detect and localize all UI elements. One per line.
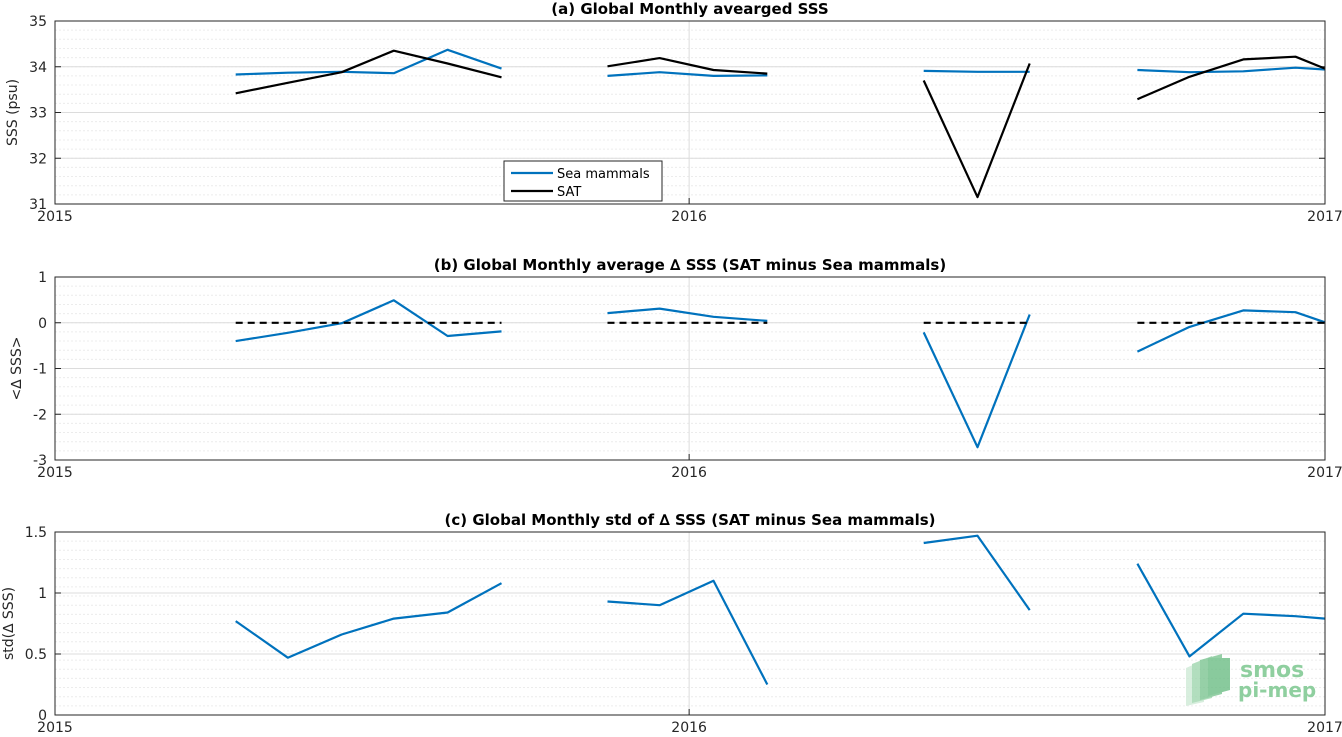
- smos-pi-mep-logo: smos pi-mep: [1186, 654, 1316, 706]
- axes-box: [54, 531, 1326, 716]
- y-tick-label: 0: [38, 708, 47, 724]
- y-tick-label: -1: [33, 362, 47, 378]
- delta-sss-line: [923, 534, 1031, 611]
- y-tick-label: 1: [38, 586, 47, 602]
- y-tick-label: 0: [38, 316, 47, 332]
- sea-mammals-line: [1137, 66, 1326, 74]
- logo-line2: pi-mep: [1238, 678, 1316, 702]
- x-tick-label: 2016: [671, 209, 707, 225]
- y-axis-label: SSS (psu): [5, 79, 21, 146]
- y-tick-label: -3: [33, 453, 47, 469]
- legend: Sea mammals SAT: [503, 160, 663, 202]
- x-tick-label: 2016: [671, 465, 707, 481]
- delta-sss-line: [235, 299, 502, 343]
- sat-line: [235, 49, 502, 95]
- sat-line: [1136, 55, 1326, 101]
- x-tick-label: 2015: [37, 465, 73, 481]
- sat-line: [922, 63, 1031, 199]
- y-tick-label: 32: [29, 151, 47, 167]
- axes-box: [54, 276, 1326, 461]
- legend-label: SAT: [557, 185, 581, 200]
- logo-mark-icon: [1186, 654, 1230, 706]
- sea-mammals-line: [607, 71, 768, 78]
- y-axis-label: <∆ SSS>: [9, 337, 25, 401]
- legend-label: Sea mammals: [557, 167, 650, 182]
- x-tick-label: 2016: [671, 720, 707, 736]
- y-tick-label: 35: [29, 14, 47, 30]
- y-tick-label: 31: [29, 197, 47, 213]
- sea-mammals-line: [923, 69, 1030, 73]
- panel-title: (b) Global Monthly average ∆ SSS (SAT mi…: [434, 256, 946, 274]
- delta-sss-line: [607, 307, 768, 322]
- x-tick-label: 2015: [37, 720, 73, 736]
- panel-2: 0 0.5 1 1.5 2015 2016 2017 (c) Global Monthly s…: [1, 511, 1342, 736]
- x-tick-label: 2017: [1307, 720, 1342, 736]
- delta-sss-line: [607, 579, 769, 686]
- delta-sss-line: [1136, 309, 1326, 353]
- x-tick-label: 2017: [1307, 209, 1342, 225]
- y-axis-label: std(∆ SSS): [1, 587, 17, 660]
- y-tick-label: 1.5: [25, 525, 47, 541]
- y-tick-label: -2: [33, 407, 47, 423]
- delta-sss-line: [1136, 563, 1326, 658]
- delta-sss-line: [235, 582, 503, 659]
- sea-mammals-line: [235, 48, 502, 76]
- delta-sss-line: [922, 314, 1031, 449]
- legend-box: [503, 160, 663, 202]
- axes-box: [54, 20, 1326, 205]
- y-tick-label: 1: [38, 270, 47, 286]
- panel-title: (a) Global Monthly avearged SSS: [551, 0, 828, 18]
- y-tick-label: 33: [29, 106, 47, 122]
- logo-line1: smos: [1240, 658, 1304, 683]
- panel-title: (c) Global Monthly std of ∆ SSS (SAT min…: [445, 511, 936, 529]
- panel-0: 31 32 33 34 35 2015 2016 2017 (a) Global Monthly…: [5, 0, 1342, 225]
- x-tick-label: 2015: [37, 209, 73, 225]
- y-tick-label: 0.5: [25, 647, 47, 663]
- panel-1: -3 -2 -1 0 1 2015 2016 2017 (b) Global Monthly a…: [9, 256, 1342, 481]
- x-tick-label: 2017: [1307, 465, 1342, 481]
- plot-area: [55, 532, 1325, 715]
- sat-line: [607, 56, 768, 75]
- y-tick-label: 34: [29, 60, 47, 76]
